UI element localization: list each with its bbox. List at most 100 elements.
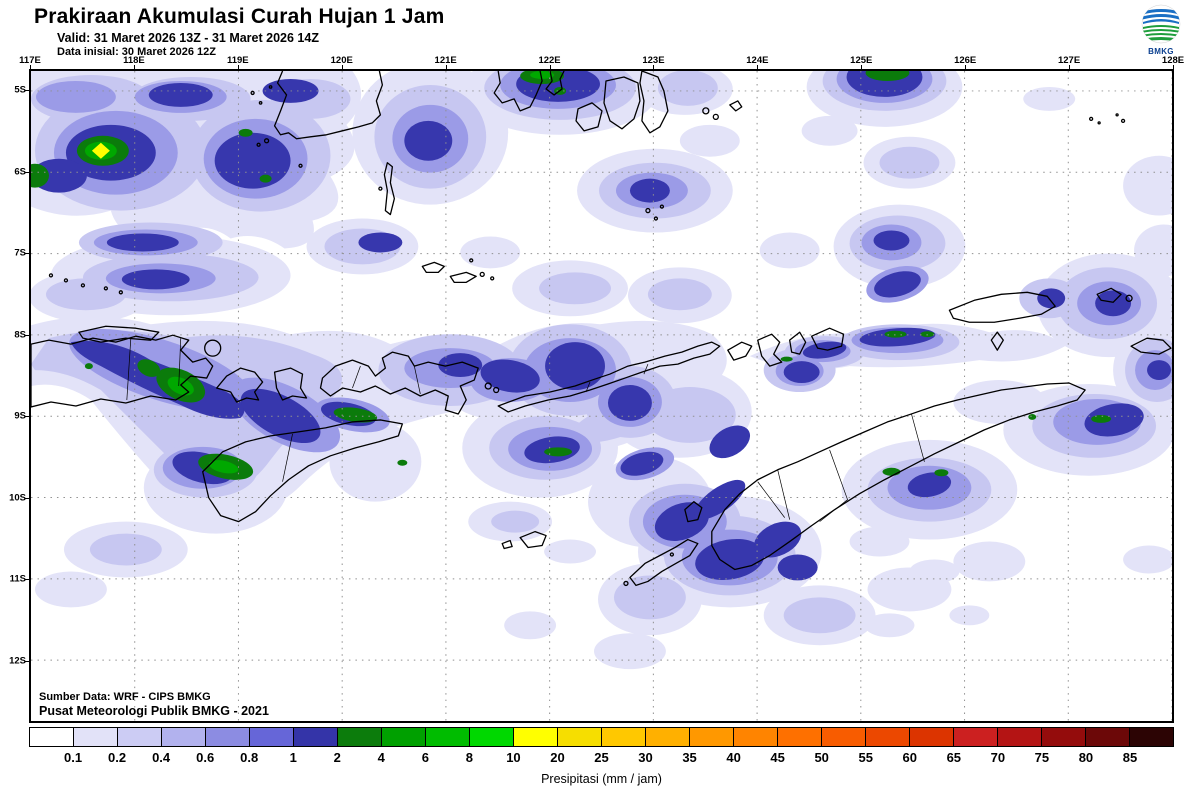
colorbar-cell: [162, 728, 206, 746]
colorbar-cell: [646, 728, 690, 746]
colorbar-caption: Presipitasi (mm / jam): [541, 772, 662, 786]
lat-tick: [25, 416, 30, 418]
lat-tick: [25, 497, 30, 499]
colorbar-cell: [866, 728, 910, 746]
colorbar-tick-label: 6: [421, 750, 429, 765]
lat-label: 10S: [9, 492, 26, 504]
colorbar-cell: [338, 728, 382, 746]
colorbar-cell: [910, 728, 954, 746]
lon-label: 128E: [1161, 55, 1185, 66]
lon-label: 123E: [642, 55, 665, 66]
lon-tick: [445, 65, 447, 70]
lon-tick: [1069, 65, 1071, 70]
lat-label: 9S: [14, 410, 26, 422]
lon-tick: [861, 65, 863, 70]
colorbar-cell: [1130, 728, 1173, 746]
lat-tick: [25, 171, 30, 173]
grid-layer: [31, 71, 1172, 721]
lat-tick: [25, 253, 30, 255]
lon-tick: [757, 65, 759, 70]
colorbar-tick-label: 10: [506, 750, 521, 765]
lon-label: 124E: [746, 55, 769, 66]
colorbar-tick-label: 85: [1122, 750, 1138, 765]
colorbar-tick-label: 0.8: [240, 750, 259, 765]
colorbar-tick-label: 8: [465, 750, 473, 765]
lat-label: 8S: [14, 329, 26, 341]
lon-tick: [237, 65, 239, 70]
colorbar-cell: [734, 728, 778, 746]
source-line-2: Pusat Meteorologi Publik BMKG - 2021: [39, 703, 269, 718]
colorbar-tick-label: 75: [1034, 750, 1050, 765]
colorbar-tick-label: 0.4: [152, 750, 171, 765]
lat-label: 7S: [14, 247, 26, 259]
colorbar-tick-label: 80: [1078, 750, 1094, 765]
colorbar-tick-label: 60: [902, 750, 917, 765]
precip-yellow-layer: [91, 142, 110, 159]
colorbar-tick-label: 0.1: [63, 750, 83, 765]
lat-tick: [25, 660, 30, 662]
colorbar-tick-label: 20: [550, 750, 565, 765]
lon-label: 126E: [954, 55, 977, 66]
colorbar-cell: [30, 728, 74, 746]
colorbar-cell: [1042, 728, 1086, 746]
precipitation-colorbar: [29, 727, 1174, 747]
colorbar-cell: [558, 728, 602, 746]
colorbar-tick-label: 40: [726, 750, 741, 765]
colorbar-tick-label: 65: [946, 750, 962, 765]
colorbar-tick-label: 55: [858, 750, 873, 765]
colorbar-tick-label: 35: [682, 750, 697, 765]
coastline-layer: [31, 71, 1172, 587]
colorbar-cell: [470, 728, 514, 746]
lon-tick: [965, 65, 967, 70]
map-canvas: [31, 71, 1172, 721]
lat-tick: [25, 90, 30, 91]
colorbar-cell: [954, 728, 998, 746]
lon-tick: [341, 65, 343, 70]
colorbar-labels: 0.1 0.2 0.4 0.6 0.8 1 2 4 6 8 10 20 25 30 35 40 45 50 55 60…: [29, 750, 1174, 765]
source-line-1: Sumber Data: WRF - CIPS BMKG: [39, 690, 211, 703]
lon-tick: [653, 65, 655, 70]
colorbar-cell: [118, 728, 162, 746]
colorbar-cell: [1086, 728, 1130, 746]
colorbar-cell: [778, 728, 822, 746]
colorbar-cell: [822, 728, 866, 746]
colorbar-tick-label: 0.2: [108, 750, 127, 765]
colorbar-cell: [250, 728, 294, 746]
lon-label: 119E: [226, 55, 249, 66]
colorbar-tick-label: 0.6: [196, 750, 215, 765]
colorbar-tick-label: 4: [377, 750, 385, 765]
map-area: Sumber Data: WRF - CIPS BMKG Pusat Meteo…: [29, 69, 1174, 723]
source-credit: Sumber Data: WRF - CIPS BMKG Pusat Meteo…: [39, 691, 269, 718]
colorbar-tick-label: 1: [289, 750, 297, 765]
lon-tick: [133, 65, 135, 70]
lon-tick: [30, 65, 31, 70]
bmkg-logo-label: BMKG: [1148, 47, 1174, 56]
colorbar-cell: [998, 728, 1042, 746]
lat-tick: [25, 334, 30, 336]
colorbar-tick-label: 2: [333, 750, 341, 765]
lat-label: 5S: [14, 84, 26, 96]
lon-label: 118E: [123, 55, 145, 66]
lon-label: 121E: [434, 55, 457, 66]
colorbar-tick-label: 70: [990, 750, 1006, 765]
lon-label: 120E: [330, 55, 353, 66]
bmkg-logo-icon: [1141, 4, 1181, 44]
colorbar-tick-label: 45: [770, 750, 785, 765]
colorbar-cell: [602, 728, 646, 746]
lat-label: 12S: [9, 655, 26, 667]
colorbar-cell: [690, 728, 734, 746]
lat-tick: [25, 579, 30, 581]
bmkg-logo: BMKG: [1139, 4, 1183, 56]
colorbar-cell: [426, 728, 470, 746]
valid-time-line: Valid: 31 Maret 2026 13Z - 31 Maret 2026…: [57, 31, 319, 45]
colorbar-tick-label: 25: [594, 750, 609, 765]
lon-tick: [549, 65, 551, 70]
colorbar-cell: [382, 728, 426, 746]
lon-label: 127E: [1057, 55, 1081, 66]
page-title: Prakiraan Akumulasi Curah Hujan 1 Jam: [34, 5, 445, 28]
colorbar-cell: [206, 728, 250, 746]
lon-label: 117E: [19, 55, 41, 66]
lon-label: 125E: [850, 55, 873, 66]
lon-label: 122E: [538, 55, 561, 66]
